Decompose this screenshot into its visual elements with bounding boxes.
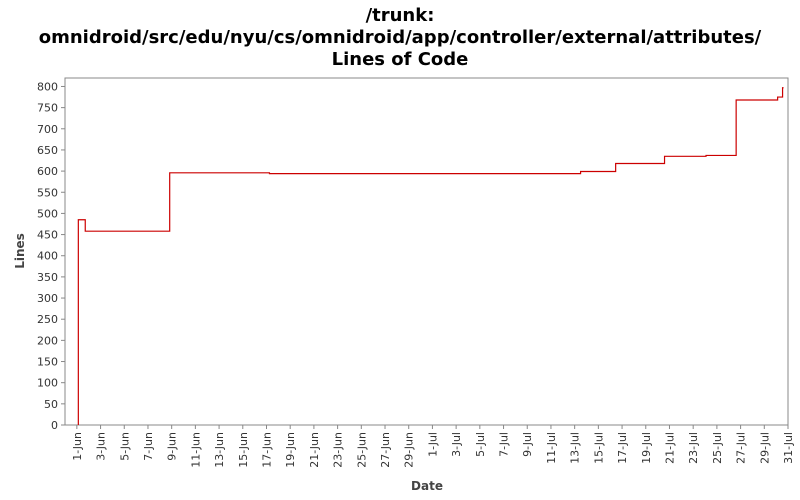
- y-tick-label: 550: [37, 186, 58, 199]
- x-tick-label: 19-Jul: [640, 432, 653, 464]
- y-axis-title: Lines: [13, 233, 27, 269]
- x-tick-label: 23-Jul: [687, 432, 700, 464]
- y-tick-label: 300: [37, 292, 58, 305]
- y-tick-label: 0: [51, 419, 58, 432]
- x-tick-label: 15-Jun: [237, 432, 250, 468]
- x-tick-label: 3-Jul: [450, 432, 463, 457]
- x-tick-label: 13-Jun: [213, 432, 226, 468]
- y-tick-label: 450: [37, 229, 58, 242]
- y-tick-label: 750: [37, 102, 58, 115]
- x-tick-label: 19-Jun: [284, 432, 297, 468]
- x-tick-label: 9-Jun: [166, 432, 179, 461]
- x-tick-label: 27-Jul: [735, 432, 748, 464]
- x-tick-label: 27-Jun: [379, 432, 392, 468]
- x-tick-label: 29-Jul: [758, 432, 771, 464]
- x-tick-label: 31-Jul: [782, 432, 795, 464]
- y-tick-label: 50: [44, 398, 58, 411]
- x-tick-label: 13-Jul: [569, 432, 582, 464]
- chart-title-line-2: omnidroid/src/edu/nyu/cs/omnidroid/app/c…: [38, 27, 762, 48]
- x-tick-label: 21-Jun: [308, 432, 321, 468]
- y-tick-label: 650: [37, 144, 58, 157]
- x-tick-label: 17-Jul: [616, 432, 629, 464]
- x-tick-label: 23-Jun: [332, 432, 345, 468]
- y-tick-label: 500: [37, 207, 58, 220]
- x-tick-label: 7-Jul: [498, 432, 511, 457]
- x-tick-label: 1-Jul: [426, 432, 439, 457]
- lines-of-code-series: [77, 87, 784, 425]
- y-tick-label: 800: [37, 80, 58, 93]
- x-tick-label: 29-Jun: [403, 432, 416, 468]
- x-tick-label: 11-Jul: [545, 432, 558, 464]
- y-tick-label: 700: [37, 123, 58, 136]
- x-tick-label: 15-Jul: [592, 432, 605, 464]
- x-tick-label: 25-Jul: [711, 432, 724, 464]
- y-tick-label: 100: [37, 377, 58, 390]
- x-tick-label: 17-Jun: [260, 432, 273, 468]
- plot-frame: [64, 77, 789, 426]
- chart-title-line-1: /trunk:: [365, 5, 435, 26]
- x-tick-label: 5-Jun: [118, 432, 131, 461]
- x-tick-label: 9-Jul: [521, 432, 534, 457]
- y-tick-label: 350: [37, 271, 58, 284]
- x-tick-label: 3-Jun: [95, 432, 108, 461]
- x-tick-label: 11-Jun: [189, 432, 202, 468]
- x-tick-label: 5-Jul: [474, 432, 487, 457]
- x-tick-label: 25-Jun: [355, 432, 368, 468]
- y-tick-label: 250: [37, 313, 58, 326]
- y-tick-label: 600: [37, 165, 58, 178]
- x-tick-label: 1-Jun: [71, 432, 84, 461]
- y-tick-label: 150: [37, 356, 58, 369]
- y-tick-label: 200: [37, 334, 58, 347]
- x-axis-title: Date: [411, 479, 443, 493]
- x-tick-label: 7-Jun: [142, 432, 155, 461]
- chart-title-line-3: Lines of Code: [331, 49, 469, 70]
- x-tick-label: 21-Jul: [663, 432, 676, 464]
- y-tick-label: 400: [37, 250, 58, 263]
